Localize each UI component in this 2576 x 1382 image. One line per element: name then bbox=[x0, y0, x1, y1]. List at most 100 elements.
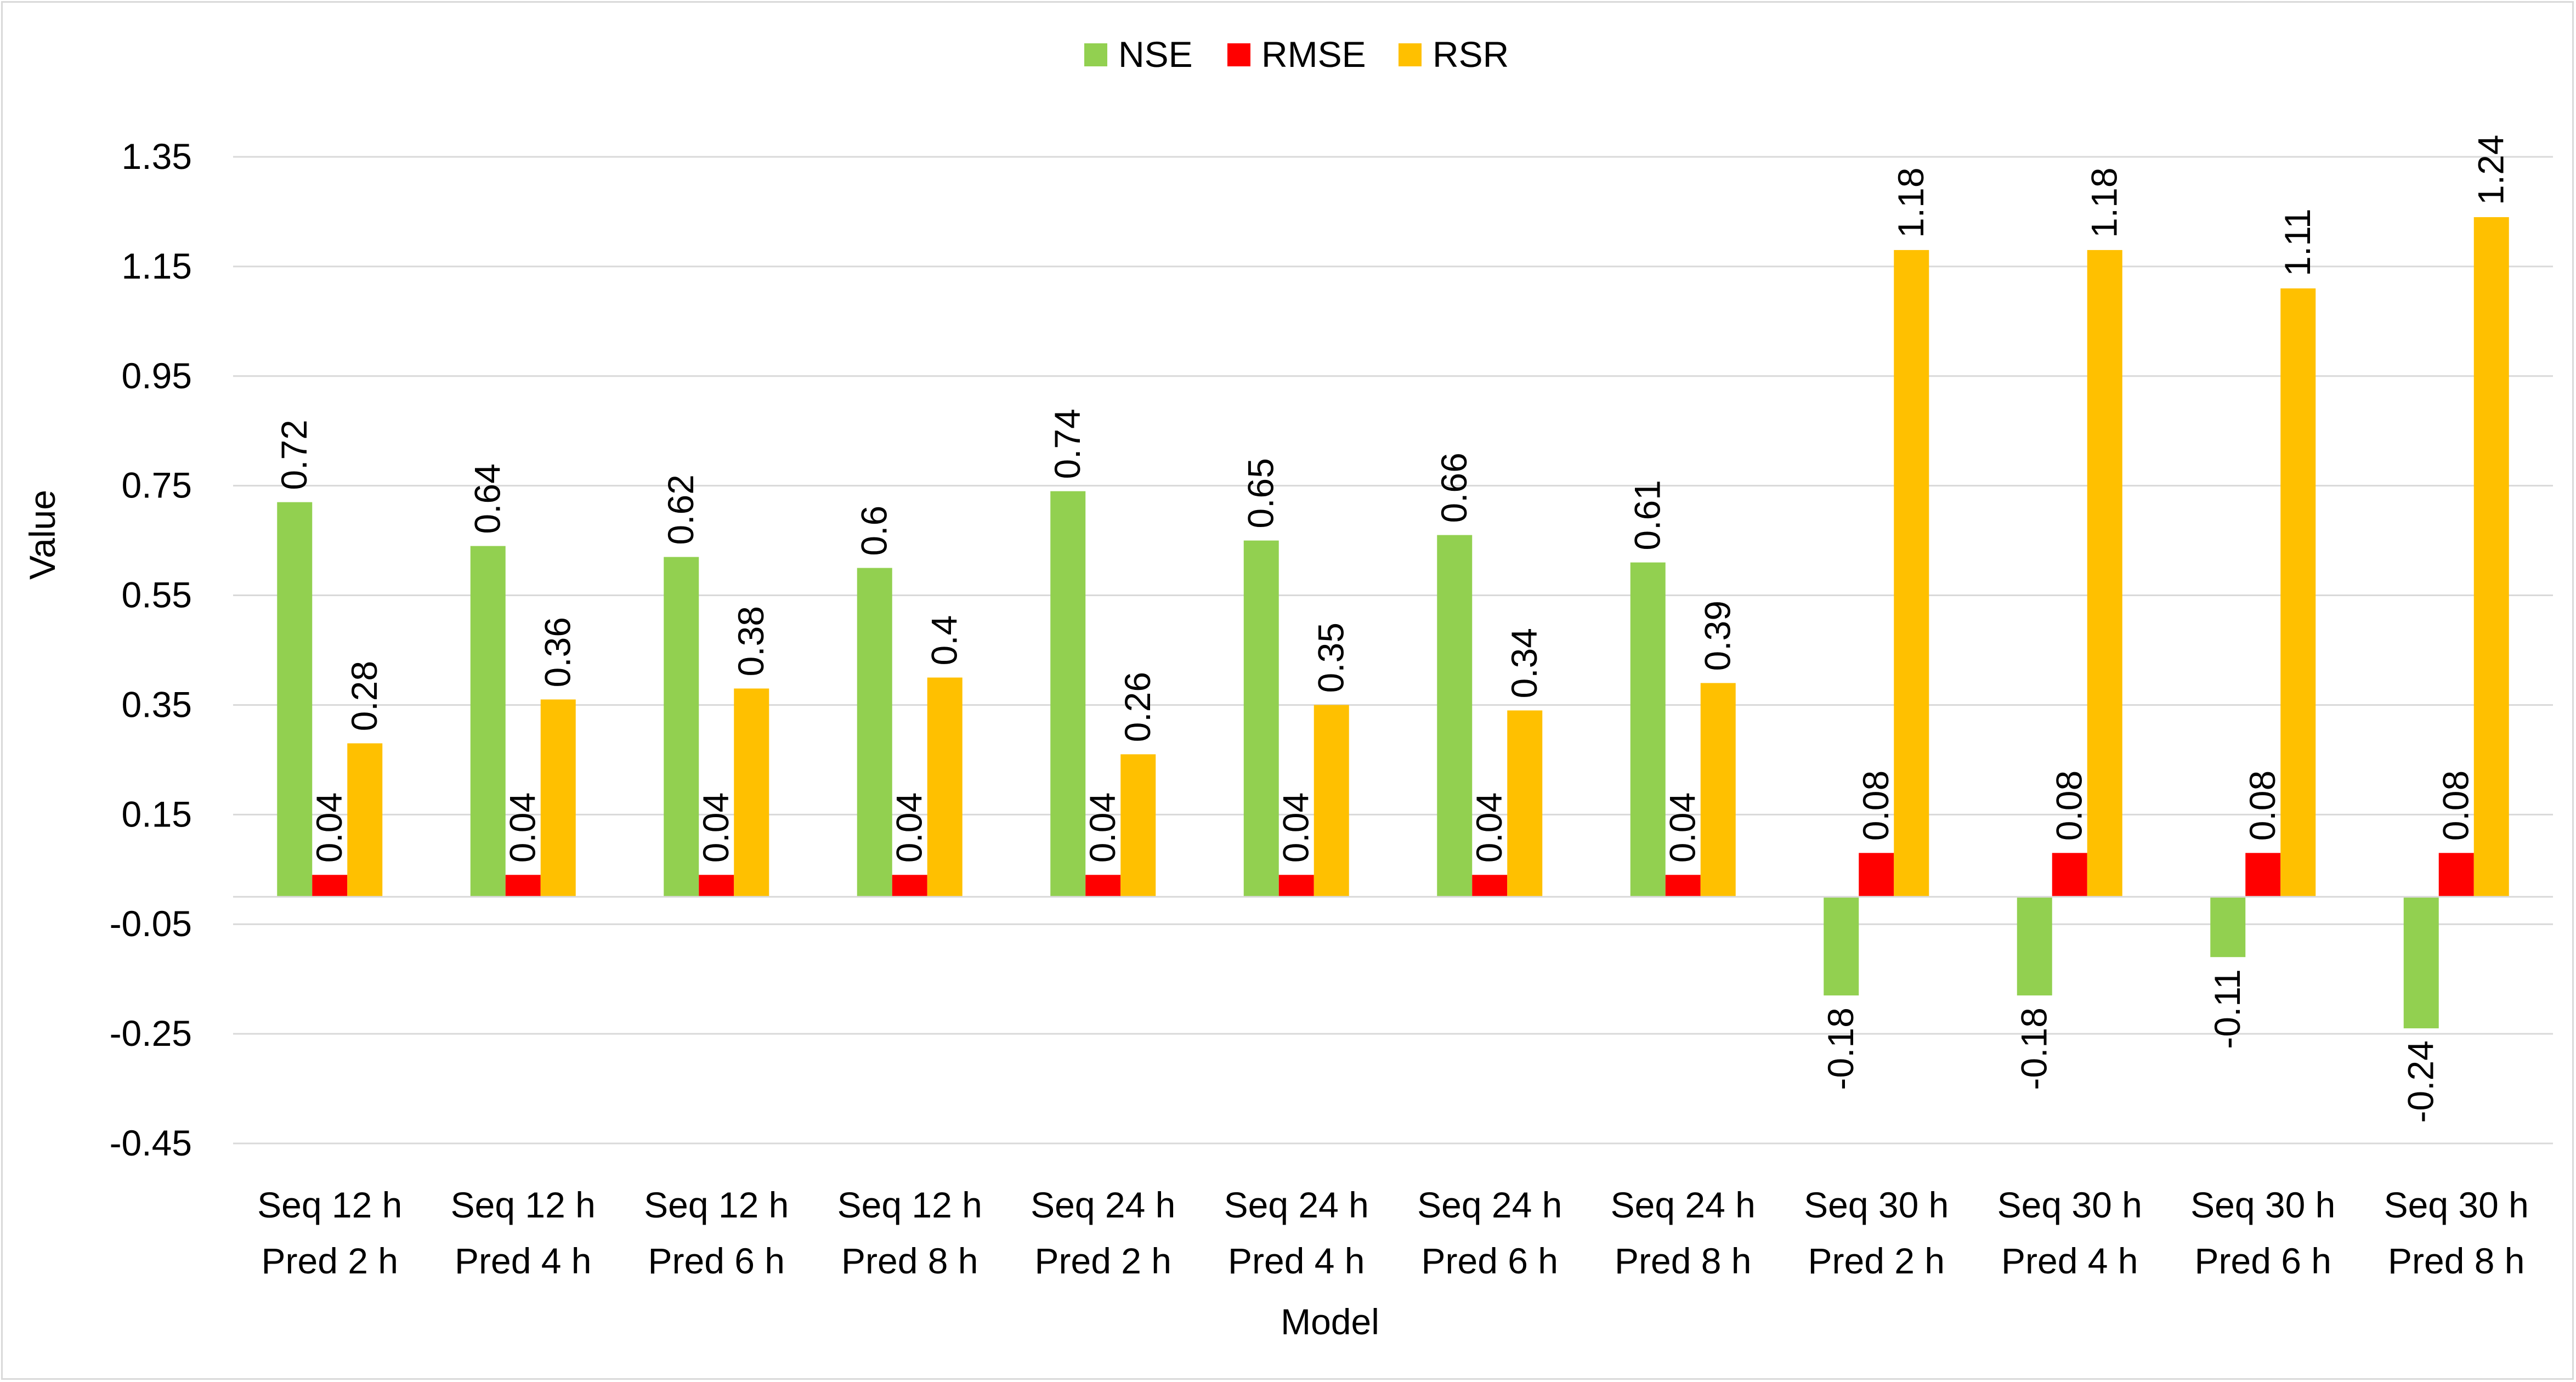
bars bbox=[277, 217, 2509, 1029]
x-tick-label: Pred 6 h bbox=[648, 1241, 785, 1281]
legend-swatch-rmse bbox=[1227, 43, 1250, 66]
x-tick-label: Pred 8 h bbox=[841, 1241, 978, 1281]
y-tick-label: 1.35 bbox=[122, 136, 192, 177]
bar-nse bbox=[2403, 897, 2439, 1029]
data-label-rmse: 0.08 bbox=[2049, 771, 2090, 841]
x-tick-label: Seq 30 h bbox=[1997, 1185, 2142, 1225]
bar-rsr bbox=[1894, 250, 1929, 897]
data-label-rmse: 0.08 bbox=[1855, 771, 1896, 841]
data-label-nse: 0.62 bbox=[660, 474, 701, 545]
data-label-rsr: 0.35 bbox=[1311, 622, 1351, 693]
data-label-nse: 0.72 bbox=[274, 420, 314, 490]
data-label-rmse: 0.04 bbox=[695, 792, 736, 863]
bar-rsr bbox=[1700, 683, 1736, 897]
y-tick-label: 0.15 bbox=[122, 794, 192, 834]
x-tick-label: Seq 30 h bbox=[2384, 1185, 2529, 1225]
x-tick-label: Seq 12 h bbox=[257, 1185, 402, 1225]
x-tick-label: Seq 12 h bbox=[451, 1185, 596, 1225]
bar-rmse bbox=[1085, 875, 1121, 897]
bar-rmse bbox=[2245, 853, 2281, 897]
data-label-nse: 0.66 bbox=[1434, 452, 1474, 523]
data-label-rsr: 0.28 bbox=[344, 661, 384, 731]
data-label-nse: 0.6 bbox=[854, 506, 894, 556]
x-tick-label: Seq 12 h bbox=[644, 1185, 789, 1225]
data-label-nse: 0.65 bbox=[1241, 458, 1281, 528]
x-tick-label: Seq 24 h bbox=[1417, 1185, 1562, 1225]
data-label-rsr: 0.26 bbox=[1117, 672, 1158, 742]
bar-nse bbox=[1824, 897, 1859, 996]
data-label-rsr: 1.18 bbox=[1890, 167, 1931, 237]
bar-nse bbox=[1050, 491, 1086, 897]
bar-rsr bbox=[347, 743, 383, 897]
bar-rsr bbox=[540, 699, 576, 897]
x-tick-label: Seq 30 h bbox=[1804, 1185, 1949, 1225]
legend-label-rmse: RMSE bbox=[1261, 34, 1366, 75]
bar-nse bbox=[664, 557, 699, 897]
data-label-nse: -0.18 bbox=[1820, 1007, 1861, 1090]
y-tick-label: 0.95 bbox=[122, 355, 192, 396]
y-tick-label: 1.15 bbox=[122, 246, 192, 286]
data-label-rsr: 0.4 bbox=[924, 615, 965, 666]
x-tick-label: Pred 2 h bbox=[1035, 1241, 1172, 1281]
x-tick-label: Seq 12 h bbox=[837, 1185, 982, 1225]
y-tick-label: -0.45 bbox=[110, 1123, 192, 1163]
y-tick-label: -0.05 bbox=[110, 903, 192, 944]
bar-rmse bbox=[2052, 853, 2087, 897]
data-label-rmse: 0.04 bbox=[1082, 792, 1123, 863]
legend-swatch-nse bbox=[1084, 43, 1107, 66]
x-tick-label: Pred 2 h bbox=[262, 1241, 399, 1281]
data-label-rsr: 0.36 bbox=[537, 617, 578, 687]
data-labels: 0.72 0.64 0.62 0.6 0.74 0.65 0.66 0.61 -0.18 -0.1… bbox=[274, 134, 2511, 1123]
bar-nse bbox=[857, 568, 892, 897]
x-tick-label: Pred 8 h bbox=[1615, 1241, 1752, 1281]
x-tick-label: Pred 2 h bbox=[1808, 1241, 1945, 1281]
bar-rmse bbox=[505, 875, 541, 897]
x-tick-label: Pred 4 h bbox=[455, 1241, 592, 1281]
y-tick-label: 0.75 bbox=[122, 465, 192, 506]
x-tick-label: Pred 8 h bbox=[2388, 1241, 2525, 1281]
bar-rmse bbox=[1665, 875, 1701, 897]
bar-rsr bbox=[2473, 217, 2509, 897]
bar-nse bbox=[1437, 535, 1473, 897]
data-label-rsr: 1.18 bbox=[2084, 167, 2125, 237]
bar-rsr bbox=[1507, 710, 1543, 897]
data-label-rmse: 0.04 bbox=[309, 792, 349, 863]
bar-nse bbox=[2210, 897, 2246, 958]
bar-chart: 1.35 1.15 0.95 0.75 0.55 0.35 0.15 -0.05 -0.25 -0… bbox=[22, 34, 2553, 1342]
x-tick-label: Pred 6 h bbox=[2195, 1241, 2332, 1281]
data-label-nse: -0.11 bbox=[2207, 969, 2247, 1049]
y-tick-label: 0.55 bbox=[122, 575, 192, 615]
bar-rsr bbox=[2280, 288, 2316, 897]
legend-swatch-rsr bbox=[1399, 43, 1422, 66]
data-label-rmse: 0.04 bbox=[502, 792, 543, 863]
y-axis-tick-labels: 1.35 1.15 0.95 0.75 0.55 0.35 0.15 -0.05 -0.25 -0… bbox=[110, 136, 192, 1163]
data-label-rsr: 0.38 bbox=[731, 606, 771, 676]
data-label-nse: -0.18 bbox=[2014, 1007, 2054, 1090]
bar-rsr bbox=[2087, 250, 2122, 897]
bar-nse bbox=[1243, 540, 1279, 897]
legend: NSE RMSE RSR bbox=[1084, 34, 1509, 75]
x-tick-label: Seq 24 h bbox=[1611, 1185, 1756, 1225]
bar-rmse bbox=[1472, 875, 1508, 897]
x-tick-label: Pred 6 h bbox=[1422, 1241, 1559, 1281]
bar-rmse bbox=[699, 875, 734, 897]
data-label-rsr: 0.34 bbox=[1504, 628, 1544, 698]
data-label-nse: 0.61 bbox=[1627, 480, 1668, 550]
data-label-rmse: 0.04 bbox=[1469, 792, 1509, 863]
bar-rsr bbox=[1120, 754, 1156, 897]
bar-rmse bbox=[312, 875, 348, 897]
bar-nse bbox=[2017, 897, 2052, 996]
bar-rsr bbox=[734, 688, 769, 897]
data-label-rmse: 0.04 bbox=[1276, 792, 1316, 863]
data-label-rmse: 0.04 bbox=[1662, 792, 1703, 863]
data-label-rmse: 0.04 bbox=[889, 792, 930, 863]
bar-nse bbox=[1630, 562, 1666, 897]
bar-rmse bbox=[892, 875, 927, 897]
data-label-nse: 0.74 bbox=[1047, 409, 1088, 479]
data-label-nse: -0.24 bbox=[2401, 1040, 2441, 1123]
bar-rsr bbox=[927, 677, 963, 897]
x-tick-label: Seq 30 h bbox=[2190, 1185, 2335, 1225]
data-label-rmse: 0.08 bbox=[2242, 771, 2283, 841]
data-label-rsr: 1.24 bbox=[2471, 134, 2511, 205]
